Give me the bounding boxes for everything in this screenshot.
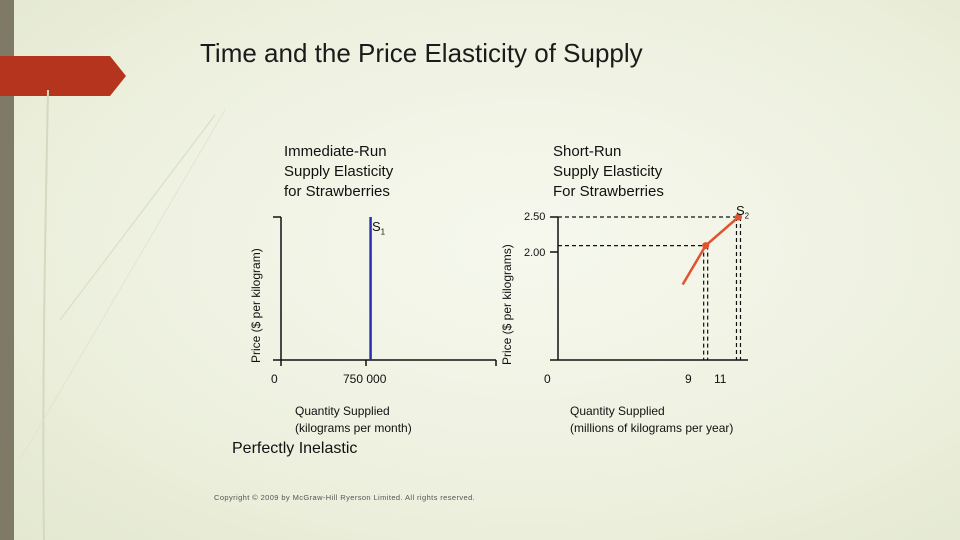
chart2-title: Short-Run Supply Elasticity For Strawber…	[553, 143, 664, 200]
decor-line	[59, 114, 216, 321]
decor-line	[42, 89, 49, 540]
chart2-xlabel: Quantity Supplied (millions of kilograms…	[570, 404, 734, 435]
copyright-notice: Copyright © 2009 by McGraw-Hill Ryerson …	[214, 493, 476, 502]
chart2-x-tick-label: 9	[685, 372, 692, 386]
chart2-x-tick-label: 11	[714, 372, 727, 386]
accent-tab-shape	[0, 56, 126, 96]
chart1-xlabel: Quantity Supplied (kilograms per month)	[295, 404, 412, 435]
chart1-x-tick-label: 750 000	[343, 372, 387, 386]
chart2-point	[734, 213, 742, 221]
chart1-x-tick-label: 0	[271, 372, 278, 386]
page-title: Time and the Price Elasticity of Supply	[200, 38, 643, 68]
chart2-y-tick-label: 2.50	[524, 211, 546, 223]
chart2-x-tick-label: 0	[544, 372, 551, 386]
chart1-title: Immediate-Run Supply Elasticity for Stra…	[284, 143, 394, 200]
left-decorative-bar	[0, 0, 14, 540]
chart2-supply-line	[681, 216, 740, 286]
decor-line	[19, 109, 226, 461]
chart2-point	[702, 242, 710, 250]
slide-subtitle: Perfectly Inelastic	[232, 440, 358, 457]
chart1-series-label: S1	[372, 219, 386, 237]
chart2-series-label: S2	[736, 203, 750, 221]
chart2-y-tick-label: 2.00	[524, 247, 546, 259]
